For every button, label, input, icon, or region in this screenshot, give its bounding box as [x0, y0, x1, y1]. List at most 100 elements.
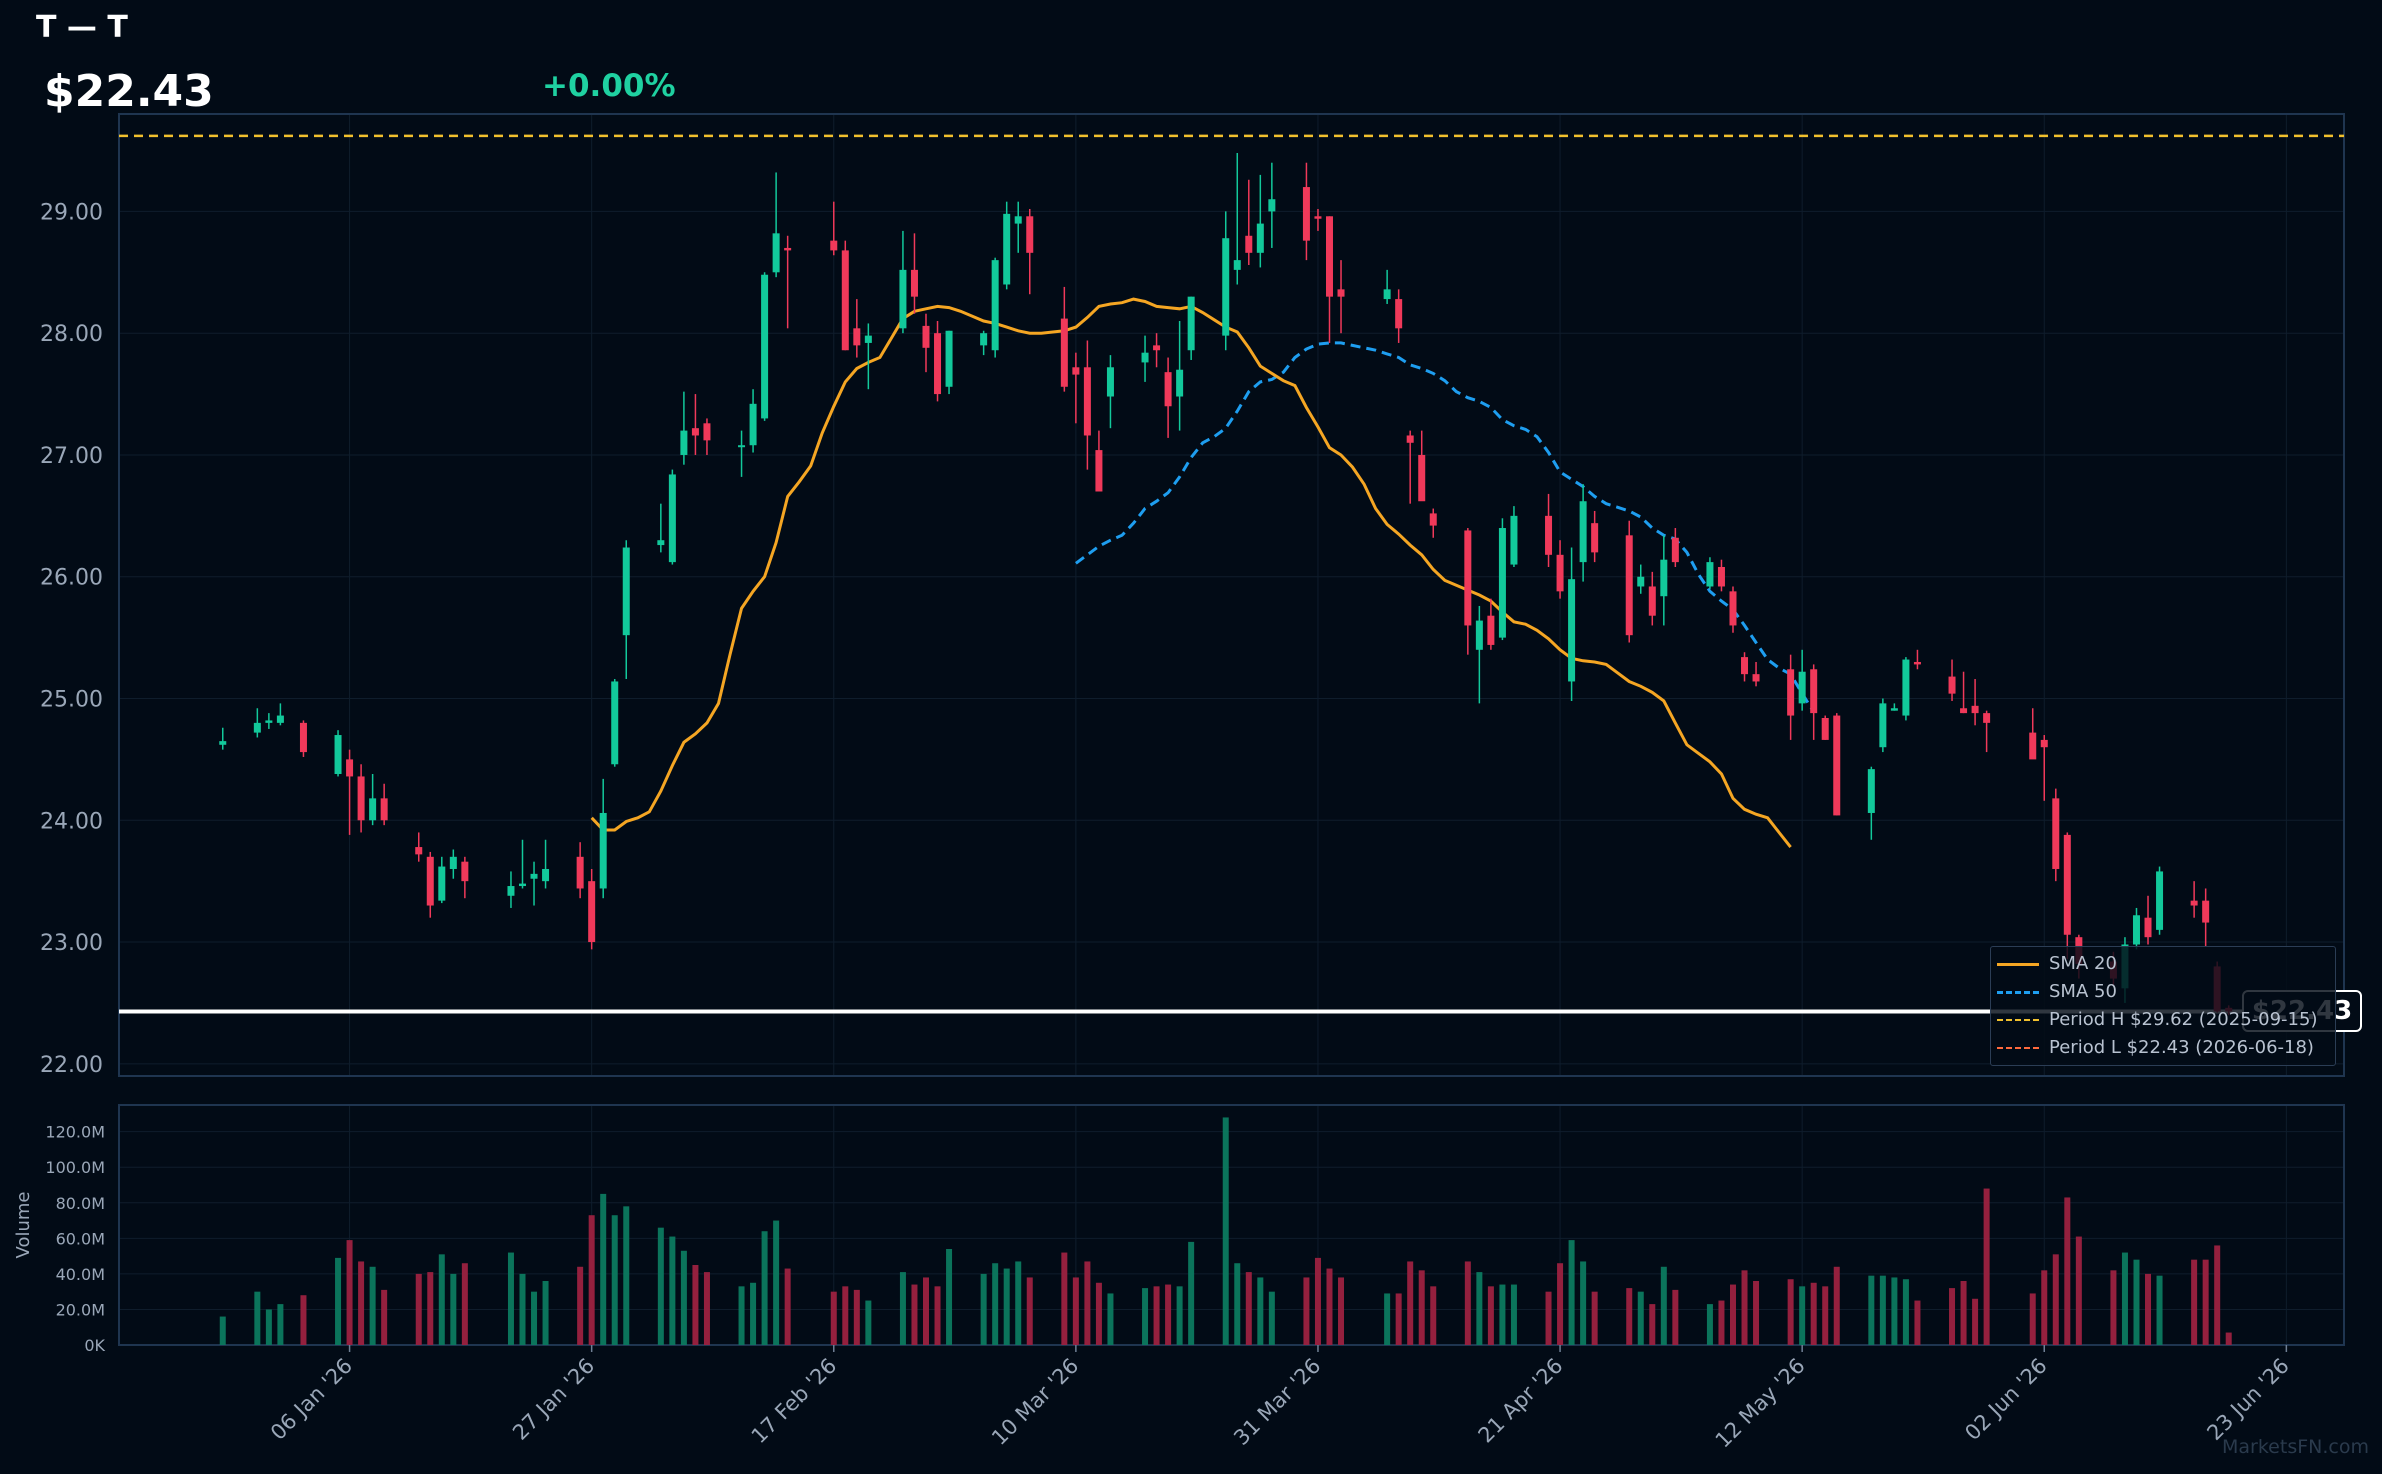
volume-bar: [1107, 1293, 1114, 1345]
legend-swatch: [1997, 1047, 2039, 1049]
candle-body: [841, 250, 849, 351]
price-tick-label: 23.00: [40, 931, 103, 956]
candles: [219, 152, 2233, 1016]
legend-label: SMA 20: [2049, 953, 2117, 974]
candle-body: [2029, 732, 2037, 760]
candle-body: [1971, 705, 1979, 714]
volume-bar: [680, 1250, 687, 1345]
candle-body: [1717, 566, 1725, 587]
legend-swatch: [1997, 1019, 2039, 1021]
candle-body: [438, 866, 446, 901]
candle-body: [1890, 708, 1898, 711]
volume-bar: [1072, 1277, 1079, 1345]
candle-body: [1637, 576, 1645, 587]
candle-body: [1960, 708, 1968, 714]
price-change-percent: +0.00%: [542, 68, 676, 104]
volume-tick-label: 100.0M: [45, 1158, 105, 1177]
candle-body: [738, 445, 746, 448]
volume-bar: [415, 1273, 422, 1345]
candle-body: [980, 333, 988, 346]
candle-body: [426, 856, 434, 906]
date-tick-label: 27 Jan '26: [508, 1354, 599, 1445]
date-tick-label: 23 Jun '26: [2202, 1354, 2293, 1445]
candle-body: [1833, 715, 1841, 816]
candle-body: [1545, 515, 1553, 555]
volume-bar: [1257, 1277, 1264, 1345]
candle-body: [1752, 674, 1760, 682]
candle-body: [1913, 661, 1921, 665]
volume-bar: [703, 1272, 710, 1345]
candle-body: [1014, 216, 1022, 224]
date-tick-label: 21 Apr '26: [1474, 1354, 1568, 1448]
candle-body: [380, 798, 388, 821]
volume-bar: [1245, 1272, 1252, 1345]
date-tick-label: 10 Mar '26: [987, 1354, 1083, 1450]
volume-bar: [450, 1273, 457, 1345]
volume-bar: [1464, 1261, 1471, 1345]
volume-bar: [1649, 1304, 1656, 1345]
candle-body: [1902, 659, 1910, 716]
volume-bar: [899, 1272, 906, 1345]
watermark: MarketsFN.com: [2222, 1436, 2369, 1458]
volume-bar: [1718, 1300, 1725, 1345]
date-tick-label: 12 May '26: [1711, 1354, 1810, 1453]
candle-body: [1810, 669, 1818, 714]
chart-legend: SMA 20 SMA 50 Period H $29.62 (2025-09-1…: [1990, 946, 2336, 1066]
price-tick-label: 27.00: [40, 444, 103, 469]
candle-body: [2063, 834, 2071, 935]
candle-body: [622, 547, 630, 636]
legend-item-sma20: SMA 20: [1991, 950, 2335, 978]
legend-label: SMA 50: [2049, 981, 2117, 1002]
volume-bar: [922, 1277, 929, 1345]
volume-bar: [1879, 1275, 1886, 1345]
volume-bar: [2052, 1254, 2059, 1345]
volume-bar: [1015, 1261, 1022, 1345]
candle-body: [530, 873, 538, 879]
candle-body: [2156, 871, 2164, 930]
volume-bar: [1188, 1241, 1195, 1345]
candle-body: [1222, 238, 1230, 336]
candle-body: [910, 269, 918, 297]
volume-tick-label: 20.0M: [56, 1300, 105, 1319]
volume-bar: [1591, 1291, 1598, 1345]
volume-bar: [750, 1282, 757, 1345]
volume-bar: [1902, 1279, 1909, 1345]
candle-body: [2132, 915, 2140, 945]
volume-bar: [1753, 1281, 1760, 1345]
price-tick-label: 26.00: [40, 566, 103, 591]
volume-bar: [358, 1261, 365, 1345]
candle-body: [1268, 199, 1276, 212]
candle-body: [1867, 769, 1875, 813]
candle-body: [1233, 260, 1241, 270]
volume-bar: [577, 1266, 584, 1345]
volume-bar: [865, 1300, 872, 1345]
volume-bar: [1972, 1298, 1979, 1345]
volume-bar: [980, 1273, 987, 1345]
volume-bar: [1810, 1282, 1817, 1345]
candle-body: [1060, 318, 1068, 387]
candle-body: [1510, 515, 1518, 565]
volume-bar: [1580, 1261, 1587, 1345]
legend-label: Period L $22.43 (2026-06-18): [2049, 1037, 2314, 1058]
volume-bar: [1165, 1284, 1172, 1345]
candle-body: [1164, 372, 1172, 407]
volume-bar: [2121, 1252, 2128, 1345]
volume-bar: [438, 1254, 445, 1345]
volume-bar: [1891, 1277, 1898, 1345]
legend-item-period-high: Period H $29.62 (2025-09-15): [1991, 1006, 2335, 1034]
volume-bar: [761, 1231, 768, 1345]
volume-bar: [2041, 1270, 2048, 1345]
volume-bar: [911, 1284, 918, 1345]
sma50-line: [1075, 341, 1815, 713]
candle-body: [542, 868, 550, 882]
legend-item-sma50: SMA 50: [1991, 978, 2335, 1006]
candle-body: [1741, 657, 1749, 675]
candle-body: [1591, 523, 1599, 553]
candle-body: [1706, 562, 1714, 587]
candle-body: [784, 247, 792, 251]
date-tick-label: 31 Mar '26: [1229, 1354, 1325, 1450]
volume-bar: [1084, 1261, 1091, 1345]
volume-bar: [2064, 1197, 2071, 1345]
volume-bar: [1487, 1286, 1494, 1345]
candle-body: [1625, 535, 1633, 636]
